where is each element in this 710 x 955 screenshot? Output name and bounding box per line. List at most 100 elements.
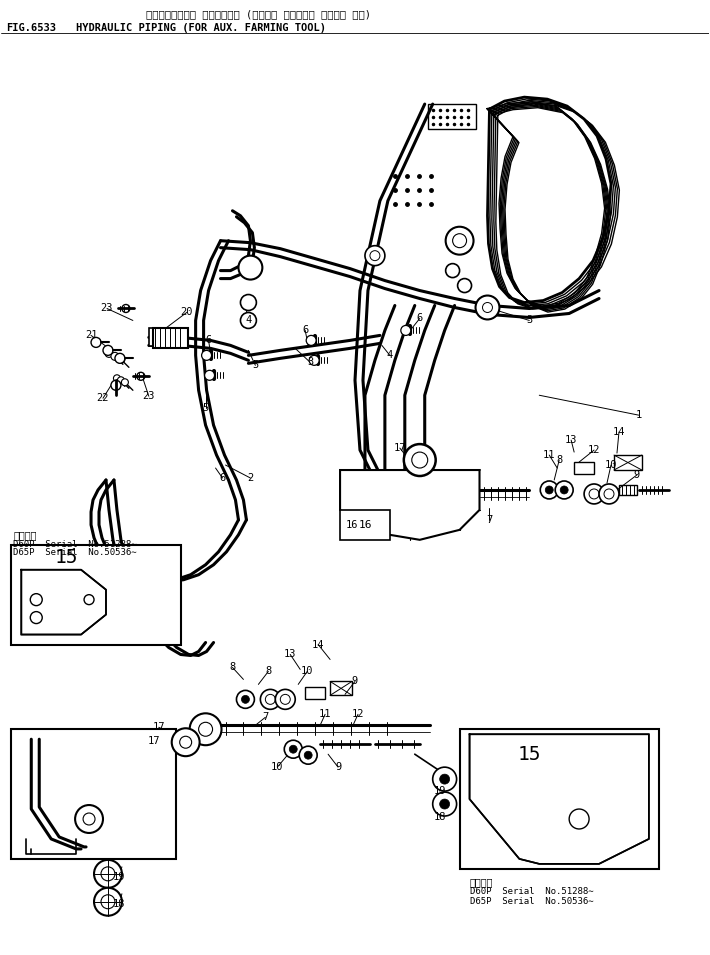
Text: ハイド・ロリック パイピング・ (ノウコウ サキ・ウキ ホシ・イ ヨウ): ハイド・ロリック パイピング・ (ノウコウ サキ・ウキ ホシ・イ ヨウ)	[146, 10, 371, 19]
Circle shape	[111, 380, 121, 391]
Circle shape	[309, 355, 319, 366]
Text: 17: 17	[153, 722, 165, 732]
Bar	[340, 510, 390, 540]
Circle shape	[239, 256, 263, 280]
Circle shape	[604, 489, 614, 499]
Bar	[153, 329, 187, 349]
Circle shape	[458, 279, 471, 292]
Circle shape	[589, 489, 599, 499]
Circle shape	[180, 736, 192, 748]
Circle shape	[111, 352, 119, 360]
Circle shape	[266, 694, 275, 705]
Text: 適用号機: 適用号機	[469, 877, 493, 887]
Text: 14: 14	[613, 427, 626, 437]
Circle shape	[569, 809, 589, 829]
Text: 7: 7	[486, 515, 493, 525]
Bar	[614, 456, 642, 470]
Text: 8: 8	[266, 667, 271, 676]
Text: 12: 12	[351, 710, 364, 719]
Bar	[11, 730, 175, 859]
Circle shape	[306, 335, 316, 346]
Circle shape	[204, 371, 214, 380]
Circle shape	[83, 813, 95, 825]
Text: 19: 19	[433, 786, 446, 796]
Text: 10: 10	[271, 762, 283, 773]
Text: 5: 5	[252, 360, 258, 371]
Text: 1: 1	[635, 411, 642, 420]
Circle shape	[241, 695, 249, 703]
Circle shape	[560, 486, 568, 494]
Circle shape	[115, 353, 125, 363]
Circle shape	[122, 305, 130, 312]
Circle shape	[275, 690, 295, 710]
Circle shape	[94, 860, 122, 888]
Circle shape	[299, 746, 317, 764]
Circle shape	[412, 452, 427, 468]
Text: D65P  Serial  No.50536∼: D65P Serial No.50536∼	[469, 897, 593, 905]
Text: HYDRAULIC PIPING (FOR AUX. FARMING TOOL): HYDRAULIC PIPING (FOR AUX. FARMING TOOL)	[76, 23, 326, 33]
Circle shape	[105, 350, 113, 357]
Circle shape	[476, 295, 499, 320]
Text: 10: 10	[605, 460, 617, 470]
Text: 20: 20	[180, 308, 193, 317]
Circle shape	[114, 374, 121, 382]
Circle shape	[365, 245, 385, 265]
Text: 5: 5	[202, 403, 209, 414]
Text: 2: 2	[247, 473, 253, 483]
Circle shape	[117, 355, 125, 363]
Text: 9: 9	[335, 762, 342, 773]
Circle shape	[555, 481, 573, 499]
Text: 22: 22	[97, 393, 109, 403]
Circle shape	[236, 690, 254, 709]
Circle shape	[241, 312, 256, 329]
Text: 4: 4	[387, 350, 393, 360]
Bar	[305, 688, 325, 699]
Text: 3: 3	[307, 357, 313, 368]
Text: 15: 15	[518, 745, 541, 764]
Circle shape	[103, 346, 113, 355]
Circle shape	[401, 326, 411, 335]
Circle shape	[446, 264, 459, 278]
Circle shape	[31, 611, 42, 624]
Text: FIG.6533: FIG.6533	[6, 23, 56, 33]
Text: 9: 9	[634, 470, 640, 480]
Text: 16: 16	[359, 520, 372, 530]
Circle shape	[75, 805, 103, 833]
Bar	[149, 329, 180, 347]
Bar	[330, 682, 352, 695]
Text: 15: 15	[55, 548, 78, 567]
Circle shape	[199, 722, 212, 736]
Text: 8: 8	[556, 455, 562, 465]
Circle shape	[289, 745, 297, 753]
Circle shape	[31, 594, 42, 605]
Text: 23: 23	[101, 304, 113, 313]
Polygon shape	[21, 570, 106, 634]
Text: D65P  Serial  No.50536∼: D65P Serial No.50536∼	[13, 548, 137, 557]
Circle shape	[540, 481, 558, 499]
Circle shape	[446, 226, 474, 255]
Text: 12: 12	[588, 445, 601, 456]
Circle shape	[261, 690, 280, 710]
Text: 11: 11	[543, 450, 555, 460]
Circle shape	[84, 595, 94, 605]
Text: 適用号機: 適用号機	[13, 530, 37, 540]
Text: 6: 6	[205, 335, 212, 346]
Circle shape	[280, 694, 290, 705]
Polygon shape	[469, 734, 649, 864]
Circle shape	[439, 799, 449, 809]
Text: 8: 8	[229, 663, 236, 672]
Circle shape	[117, 377, 124, 384]
Polygon shape	[340, 470, 479, 540]
Circle shape	[94, 888, 122, 916]
Bar	[619, 485, 637, 495]
Text: 9: 9	[352, 676, 358, 687]
Text: D60P  Serial  No.51288∼: D60P Serial No.51288∼	[13, 540, 137, 549]
Text: 4: 4	[245, 315, 251, 326]
Bar	[574, 462, 594, 474]
Text: 6: 6	[302, 326, 308, 335]
Text: 10: 10	[301, 667, 313, 676]
Text: 14: 14	[312, 640, 324, 649]
Text: 21: 21	[84, 330, 97, 340]
Circle shape	[545, 486, 553, 494]
Circle shape	[190, 713, 222, 745]
